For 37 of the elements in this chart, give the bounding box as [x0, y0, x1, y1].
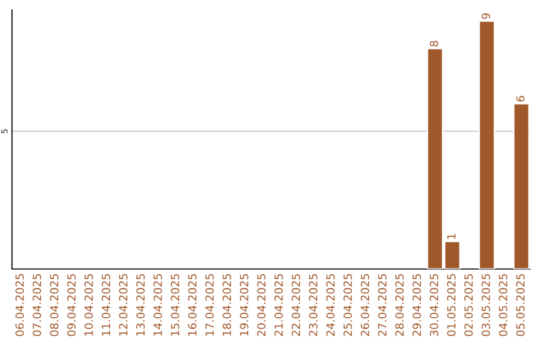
data-label: 9 [482, 13, 490, 19]
x-tick-label: 07.04.2025 [32, 274, 42, 336]
x-tick-label: 01.05.2025 [447, 274, 456, 336]
x-tick-label: 29.04.2025 [412, 274, 421, 336]
x-tick-label: 21.04.2025 [274, 274, 283, 336]
x-tick-label: 28.04.2025 [395, 274, 404, 336]
x-tick-label: 10.04.2025 [84, 274, 93, 336]
x-tick-label: 23.04.2025 [308, 274, 318, 336]
y-tick-label: 5 [1, 129, 8, 134]
x-tick-label: 09.04.2025 [67, 274, 76, 336]
data-label: 1 [447, 234, 456, 239]
x-tick-label: 24.04.2025 [326, 274, 335, 336]
x-tick-label: 05.05.2025 [516, 274, 525, 336]
x-tick-label: 27.04.2025 [378, 274, 386, 336]
x-tick-label: 20.04.2025 [257, 274, 266, 336]
x-tick-label: 12.04.2025 [119, 274, 128, 336]
x-tick-label: 14.04.2025 [154, 274, 162, 336]
x-tick-label: 04.05.2025 [498, 274, 508, 336]
x-tick-label: 22.04.2025 [292, 274, 300, 336]
x-tick-label: 15.04.2025 [170, 274, 180, 336]
bar [513, 102, 530, 269]
data-label: 6 [516, 96, 525, 102]
x-tick-label: 08.04.2025 [50, 274, 58, 336]
x-tick-label: 06.04.2025 [15, 274, 24, 336]
x-tick-label: 17.04.2025 [205, 274, 214, 336]
x-tick-label: 02.05.2025 [464, 274, 473, 336]
data-label: 8 [430, 40, 438, 46]
x-tick-label: 11.04.2025 [102, 274, 110, 336]
x-tick-label: 25.04.2025 [344, 274, 352, 336]
x-tick-label: 03.05.2025 [482, 274, 490, 336]
x-tick-label: 18.04.2025 [222, 274, 232, 336]
x-tick-label: 19.04.2025 [240, 274, 248, 336]
x-tick-label: 13.04.2025 [136, 274, 145, 336]
x-tick-label: 26.04.2025 [360, 274, 370, 336]
x-tick-label: 30.04.2025 [430, 274, 438, 336]
bar [478, 20, 496, 269]
x-tick-label: 16.04.2025 [188, 274, 197, 336]
